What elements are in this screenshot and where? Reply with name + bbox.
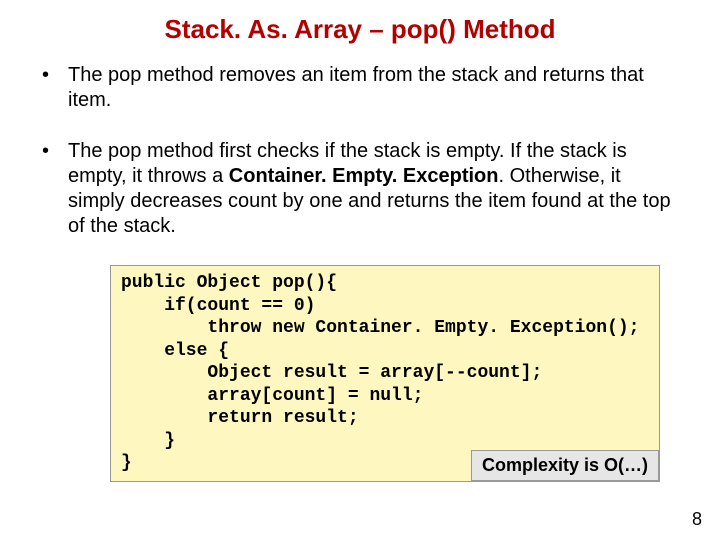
bullet-bold: Container. Empty. Exception	[229, 165, 499, 187]
bullet-dot: •	[40, 139, 68, 164]
bullet-dot: •	[40, 63, 68, 88]
bullet-text: The pop method first checks if the stack…	[68, 139, 680, 239]
slide-title: Stack. As. Array – pop() Method	[40, 14, 680, 45]
page-number: 8	[692, 509, 702, 530]
bullet-item: • The pop method first checks if the sta…	[40, 139, 680, 239]
code-text: public Object pop(){ if(count == 0) thro…	[121, 272, 649, 475]
complexity-label: Complexity is O(…)	[471, 450, 659, 481]
code-block: public Object pop(){ if(count == 0) thro…	[110, 265, 660, 482]
bullet-text: The pop method removes an item from the …	[68, 63, 680, 113]
bullet-item: • The pop method removes an item from th…	[40, 63, 680, 113]
